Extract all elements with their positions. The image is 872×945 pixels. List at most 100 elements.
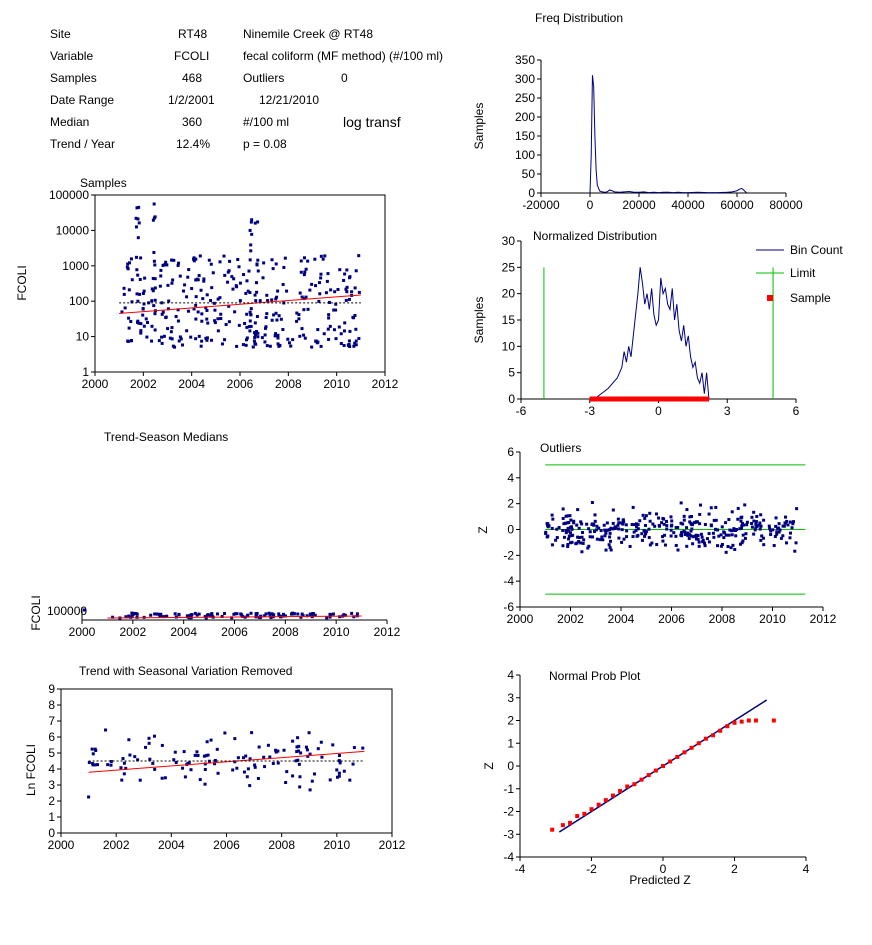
outlier-point [577,526,581,530]
sample-point [122,292,126,296]
sample-point [194,303,198,307]
median-point [350,611,354,615]
date-start: 1/2/2001 [168,93,215,107]
median-point [299,615,303,619]
outlier-point [719,544,723,548]
ln-point [203,782,207,786]
outlier-point [793,549,797,553]
outlier-point [670,523,674,527]
sample-point [337,325,341,329]
ln-point [109,760,113,764]
sample-point [263,333,267,337]
outlier-point [777,530,781,534]
sample-point [152,304,156,308]
sample-point [138,277,142,281]
ln-point [244,754,248,758]
outlier-point [757,523,761,527]
outlier-point [730,533,734,537]
y-tick-label: 100000 [47,604,87,618]
outlier-point [644,532,648,536]
outlier-point [648,543,652,547]
outlier-point [731,543,735,547]
sample-point [248,228,252,232]
sample-point [185,329,189,333]
sample-point [205,293,209,297]
outlier-point [712,518,716,522]
prob-point [596,802,601,807]
outlier-point [776,527,780,531]
x-tick-label: 0 [660,862,667,876]
outlier-point [759,524,763,528]
y-tick-label: -3 [503,827,514,841]
sample-point [168,336,172,340]
outlier-point [576,535,580,539]
outlier-point [561,507,565,511]
outlier-point [579,541,583,545]
sample-point [227,269,231,273]
sample-point [281,328,285,332]
sample-point [196,310,200,314]
ln-point [104,728,108,732]
x-tick-label: 2000 [82,377,109,391]
outlier-point [716,528,720,532]
sample-point [216,297,220,301]
sample-point [612,396,618,402]
median-point [234,612,238,616]
sample-point [354,339,358,343]
outlier-point [665,527,669,531]
outlier-point [672,531,676,535]
outlier-point [565,521,569,525]
sample-point [316,340,320,344]
outlier-point [687,533,691,537]
sample-point [134,255,138,259]
sample-point [328,324,332,328]
x-tick-label: 2002 [119,625,146,639]
prob-point [646,773,651,778]
outlier-point [688,515,692,519]
legend-bin-count-label: Bin Count [790,243,843,257]
ln-point [147,736,151,740]
sample-point [260,336,264,340]
sample-point [136,273,140,277]
sample-point [353,286,357,290]
sample-point [235,285,239,289]
median-point [216,612,220,616]
sample-point [348,329,352,333]
outlier-point [561,516,565,520]
outlier-point [651,522,655,526]
ln-point [296,736,300,740]
sample-point [136,299,140,303]
sample-point [224,323,228,327]
sample-point [248,319,252,323]
median-point [149,613,153,617]
sample-point [136,236,140,240]
y-tick-label: 7 [48,714,55,728]
sample-point [153,286,157,290]
ln-point [337,754,341,758]
sample-point [253,293,257,297]
sample-point [281,282,285,286]
sample-point [223,338,227,342]
x-tick-label: 2008 [272,625,299,639]
sample-point [241,343,245,347]
outlier-point [622,537,626,541]
sample-point [326,327,330,331]
sample-point [204,306,208,310]
sample-point [211,271,215,275]
outlier-point [752,532,756,536]
outlier-point [777,522,781,526]
ln-point [127,738,131,742]
ln-point [160,776,164,780]
ln-point [305,748,309,752]
outlier-point [567,529,571,533]
sample-point [245,325,249,329]
y-tick-label: 1 [82,365,89,379]
y-tick-label: 20 [502,287,516,301]
sample-point [209,338,213,342]
sample-point [207,258,211,262]
sample-point [353,341,357,345]
outlier-point [616,517,620,521]
outlier-point [707,512,711,516]
ln-point [124,766,128,770]
outlier-point [561,544,565,548]
